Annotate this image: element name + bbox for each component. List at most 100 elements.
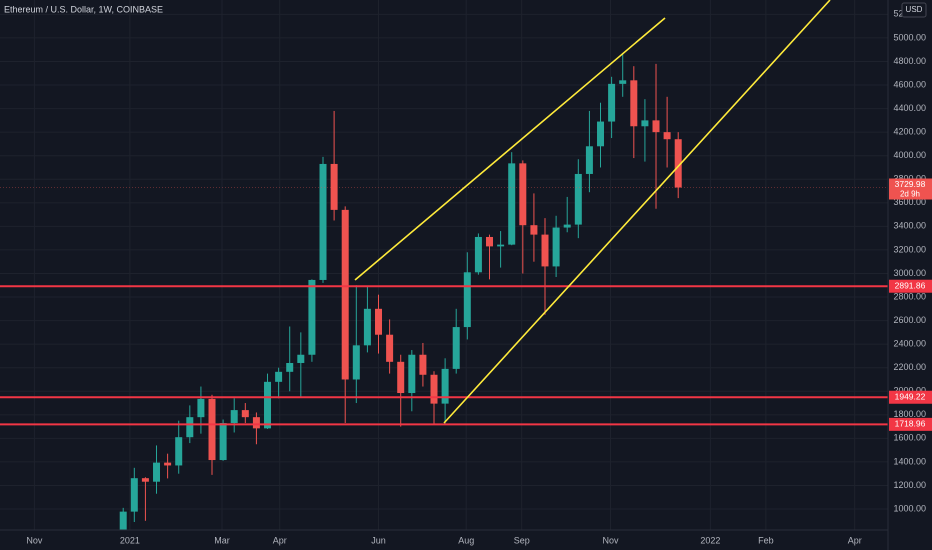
candle-body — [241, 410, 249, 418]
candle-body — [397, 361, 405, 394]
candle-body — [308, 279, 316, 355]
candle-body — [153, 462, 161, 482]
last-price-box — [889, 178, 932, 200]
horizontal-line-box — [889, 279, 932, 293]
candle-body — [508, 163, 516, 245]
y-tick-label: 2800.00 — [893, 291, 926, 301]
y-tick-label: 1200.00 — [893, 480, 926, 490]
currency-box[interactable] — [901, 2, 927, 18]
candle-body — [352, 345, 360, 380]
candle-body — [463, 272, 471, 328]
candle-body — [275, 371, 283, 382]
candle-body — [208, 398, 216, 461]
candle-body — [286, 362, 294, 372]
candle-body — [363, 308, 371, 346]
candle-body — [552, 227, 560, 267]
candle-body — [408, 354, 416, 394]
x-tick-label: Apr — [273, 535, 287, 545]
candle-body — [574, 173, 582, 225]
candle-body — [341, 209, 349, 380]
y-tick-label: 5000.00 — [893, 32, 926, 42]
candle-body — [141, 478, 149, 482]
candle-body — [530, 225, 538, 235]
candle-body — [497, 244, 505, 247]
candle-body — [175, 437, 183, 466]
candle-body — [474, 236, 482, 273]
last-price-label: 3729.98 — [895, 179, 926, 189]
countdown-label: 2d 9h — [900, 190, 920, 199]
chart-title: Ethereum / U.S. Dollar, 1W, COINBASE — [4, 4, 163, 14]
candle-body — [319, 163, 327, 280]
grid — [0, 0, 888, 530]
candle-body — [441, 368, 449, 404]
candle-body — [652, 120, 660, 133]
x-tick-label: Aug — [458, 535, 474, 545]
y-tick-label: 2200.00 — [893, 362, 926, 372]
candle-body — [419, 354, 427, 375]
candle-body — [585, 146, 593, 174]
axes: 1000.00 1200.00 1400.00 1600.00 1800.00 2000.… — [26, 9, 932, 545]
y-tick-label: 2000.00 — [893, 386, 926, 396]
x-tick-label: Nov — [26, 535, 43, 545]
horizontal-line-label: 1949.22 — [895, 391, 926, 401]
y-tick-label: 1400.00 — [893, 456, 926, 466]
trend-line — [354, 17, 666, 281]
candle-body — [452, 327, 460, 369]
x-tick-label: Apr — [848, 535, 862, 545]
y-tick-label: 3200.00 — [893, 244, 926, 254]
candle-body — [197, 398, 205, 418]
candle-body — [130, 478, 138, 512]
horizontal-line-box — [889, 390, 932, 404]
y-tick-label: 4400.00 — [893, 103, 926, 113]
currency-label[interactable]: USD — [906, 5, 923, 14]
candle-body — [630, 80, 638, 127]
candle-body — [430, 374, 438, 404]
y-tick-label: 3600.00 — [893, 197, 926, 207]
candle-body — [597, 121, 605, 147]
candle-body — [119, 511, 127, 530]
y-tick-label: 2600.00 — [893, 315, 926, 325]
y-tick-label: 1800.00 — [893, 409, 926, 419]
y-tick-label: 4600.00 — [893, 79, 926, 89]
y-tick-label: 4000.00 — [893, 150, 926, 160]
candle-body — [164, 462, 172, 466]
candle-body — [486, 236, 494, 247]
x-tick-label: Feb — [758, 535, 774, 545]
candle-body — [186, 417, 194, 438]
trend-line — [443, 0, 831, 424]
candle-body — [386, 334, 394, 362]
y-tick-label: 3000.00 — [893, 268, 926, 278]
x-tick-label: Jun — [371, 535, 386, 545]
candle-body — [375, 308, 383, 335]
candle-body — [541, 234, 549, 267]
y-tick-label: 1000.00 — [893, 503, 926, 513]
y-tick-label: 3400.00 — [893, 221, 926, 231]
candle-body — [674, 139, 682, 188]
y-tick-label: 1600.00 — [893, 433, 926, 443]
candle-body — [563, 224, 571, 228]
y-tick-label: 2400.00 — [893, 339, 926, 349]
candle-body — [252, 417, 260, 429]
candle-body — [330, 163, 338, 210]
x-tick-label: Nov — [602, 535, 619, 545]
x-tick-label: Mar — [214, 535, 230, 545]
x-tick-label: Sep — [514, 535, 530, 545]
horizontal-line-box — [889, 417, 932, 431]
y-tick-label: 4800.00 — [893, 56, 926, 66]
drawings — [354, 0, 831, 424]
candle-body — [619, 80, 627, 84]
candle-body — [663, 132, 671, 140]
x-tick-label: 2021 — [120, 535, 140, 545]
horizontal-line-label: 2891.86 — [895, 280, 926, 290]
candle-body — [297, 354, 305, 363]
candle-body — [230, 410, 238, 424]
candle-body — [608, 83, 616, 122]
y-tick-label: 4200.00 — [893, 127, 926, 137]
candle-body — [519, 163, 527, 226]
candle-body — [219, 423, 227, 461]
x-tick-label: 2022 — [700, 535, 720, 545]
candle-body — [641, 120, 649, 127]
plot-area — [0, 53, 888, 530]
horizontal-line-label: 1718.96 — [895, 419, 926, 429]
